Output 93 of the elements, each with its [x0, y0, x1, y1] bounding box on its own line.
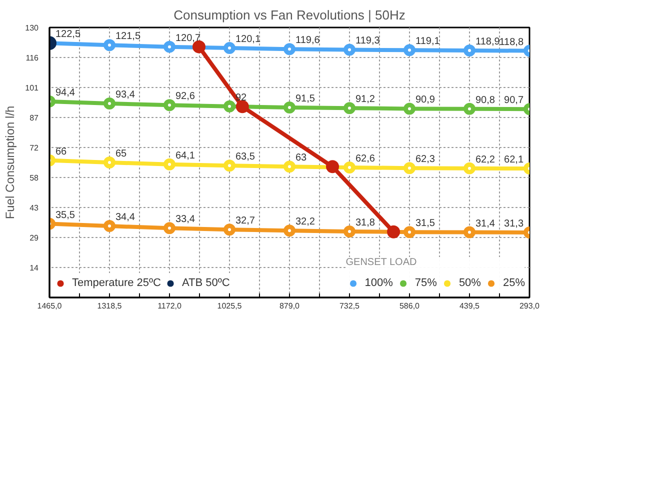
data-label: 33,4: [176, 214, 196, 226]
x-tick-label: 293,0: [519, 302, 540, 310]
x-tick-label: 439,5: [459, 302, 480, 310]
data-label: 119,1: [416, 36, 440, 48]
data-label: 120,1: [236, 34, 261, 46]
legend-label: 75%: [414, 277, 437, 289]
point: [326, 160, 340, 174]
data-label: 62,6: [356, 153, 376, 164]
legend-label: 25%: [502, 277, 525, 289]
data-label: 66: [56, 146, 68, 158]
point: [404, 44, 416, 56]
x-tick-label: 732,5: [339, 302, 360, 310]
legend-label: ATB 50ºC: [182, 277, 230, 289]
data-label: 34,4: [116, 212, 136, 224]
point: [464, 102, 476, 115]
data-label: 119,3: [356, 36, 380, 47]
legend-label: 100%: [364, 277, 393, 289]
data-label: 62,2: [476, 154, 496, 166]
data-label: 93,4: [116, 90, 136, 101]
x-tick-label: 586,0: [399, 302, 420, 310]
data-label: 62,1: [504, 154, 524, 166]
y-tick-label: 29: [30, 234, 40, 242]
data-label: 120,7: [176, 32, 201, 44]
point: [104, 220, 116, 232]
y-tick-label: 58: [30, 173, 40, 182]
data-label: 65: [116, 148, 128, 160]
data-label: 31,8: [356, 217, 376, 228]
data-label: 32,2: [296, 216, 316, 228]
point: [344, 225, 356, 238]
point: [164, 222, 176, 234]
data-label: 64,1: [176, 150, 196, 162]
y-tick-label: 43: [30, 204, 40, 213]
data-label: 91,5: [296, 93, 316, 104]
point: [104, 98, 116, 110]
data-label: 35,5: [56, 210, 76, 221]
x-tick-label: 1172,0: [158, 302, 182, 310]
y-axis-title: Fuel Consumption l/h: [3, 106, 18, 220]
point: [224, 224, 236, 236]
point: [284, 101, 296, 114]
point: [236, 100, 249, 114]
point: [284, 43, 296, 56]
point: [387, 225, 400, 238]
point: [164, 40, 176, 53]
y-tick-label: 130: [25, 24, 40, 32]
data-label: 63: [296, 152, 308, 164]
point: [404, 226, 416, 238]
data-label: 94,4: [56, 87, 76, 98]
data-label: 118,9: [476, 36, 500, 48]
point: [464, 44, 476, 57]
x-tick-label: 1318,5: [97, 302, 122, 310]
point: [464, 162, 476, 174]
data-label: 90,9: [416, 94, 436, 106]
data-label: 121,5: [116, 31, 141, 42]
data-label: 31,4: [476, 218, 496, 230]
y-tick-label: 14: [30, 264, 40, 273]
point: [344, 102, 356, 114]
point: [344, 44, 356, 56]
point: [104, 156, 116, 168]
point: [404, 162, 416, 174]
y-tick-label: 101: [25, 84, 40, 92]
data-label: 119,6: [296, 35, 320, 46]
point: [224, 160, 236, 172]
point: [464, 226, 476, 238]
data-label: 31,3: [504, 218, 524, 230]
legend-label: Temperature 25ºC: [72, 277, 162, 289]
point: [284, 160, 296, 173]
x-tick-label: 879,0: [279, 302, 300, 310]
point: [164, 158, 176, 170]
data-label: 92,6: [176, 91, 196, 102]
point: [224, 100, 236, 112]
chart-title: Consumption vs Fan Revolutions | 50Hz: [174, 8, 406, 22]
data-label: 63,5: [236, 152, 256, 163]
point: [164, 99, 176, 112]
x-tick-label: 1465,0: [37, 302, 62, 310]
legend-label: 50%: [458, 277, 481, 289]
data-label: 32,7: [236, 216, 256, 227]
legend-title: GENSET LOAD: [346, 257, 418, 268]
data-label: 90,8: [476, 94, 496, 106]
data-label: 91,2: [356, 94, 376, 106]
point: [284, 224, 296, 237]
data-label: 90,7: [504, 95, 524, 106]
y-tick-label: 72: [30, 144, 40, 153]
y-tick-label: 116: [26, 53, 40, 62]
data-label: 118,8: [499, 36, 524, 48]
point: [344, 161, 356, 174]
point: [224, 42, 236, 54]
data-label: 31,5: [416, 218, 436, 230]
point: [404, 102, 416, 115]
x-tick-label: 1025,5: [217, 302, 242, 310]
data-label: 122,5: [56, 29, 81, 40]
point: [104, 39, 116, 52]
data-label: 62,3: [416, 154, 436, 166]
y-tick-label: 87: [30, 113, 40, 122]
